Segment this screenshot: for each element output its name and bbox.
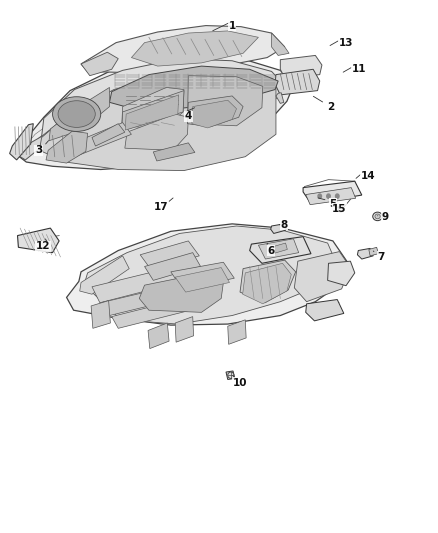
Polygon shape bbox=[306, 188, 356, 205]
Text: 8: 8 bbox=[280, 220, 287, 230]
Circle shape bbox=[327, 194, 330, 198]
Polygon shape bbox=[112, 298, 191, 328]
Text: 2: 2 bbox=[327, 102, 334, 111]
Text: 6: 6 bbox=[267, 246, 274, 255]
Polygon shape bbox=[306, 300, 344, 321]
Polygon shape bbox=[122, 91, 184, 131]
Polygon shape bbox=[175, 268, 230, 292]
Text: 11: 11 bbox=[352, 64, 367, 74]
Polygon shape bbox=[250, 237, 311, 263]
Polygon shape bbox=[240, 260, 296, 303]
Polygon shape bbox=[175, 317, 194, 342]
Text: 5: 5 bbox=[329, 199, 336, 208]
Text: 9: 9 bbox=[382, 213, 389, 222]
Polygon shape bbox=[39, 74, 276, 171]
Polygon shape bbox=[125, 95, 179, 130]
Text: 17: 17 bbox=[154, 202, 169, 212]
Polygon shape bbox=[275, 69, 320, 95]
Polygon shape bbox=[303, 181, 362, 204]
Ellipse shape bbox=[375, 214, 380, 219]
Ellipse shape bbox=[228, 372, 234, 378]
Ellipse shape bbox=[373, 212, 382, 221]
Polygon shape bbox=[192, 100, 237, 128]
Polygon shape bbox=[80, 256, 129, 294]
Polygon shape bbox=[369, 247, 378, 256]
Circle shape bbox=[338, 206, 343, 212]
Polygon shape bbox=[49, 87, 110, 141]
Polygon shape bbox=[84, 226, 336, 324]
Polygon shape bbox=[148, 323, 169, 349]
Polygon shape bbox=[92, 268, 179, 303]
Polygon shape bbox=[280, 55, 322, 78]
Polygon shape bbox=[258, 239, 299, 259]
Polygon shape bbox=[81, 52, 118, 76]
Polygon shape bbox=[153, 143, 195, 161]
Polygon shape bbox=[101, 284, 188, 316]
Polygon shape bbox=[92, 124, 125, 146]
Polygon shape bbox=[91, 301, 110, 328]
Polygon shape bbox=[171, 262, 234, 289]
Polygon shape bbox=[66, 123, 131, 158]
Polygon shape bbox=[110, 66, 278, 112]
Ellipse shape bbox=[58, 101, 95, 127]
Polygon shape bbox=[271, 243, 287, 254]
Polygon shape bbox=[131, 31, 258, 66]
Polygon shape bbox=[243, 263, 291, 304]
Polygon shape bbox=[328, 261, 355, 286]
Polygon shape bbox=[67, 224, 348, 325]
Polygon shape bbox=[226, 371, 235, 379]
Polygon shape bbox=[18, 228, 59, 253]
Text: 15: 15 bbox=[332, 204, 347, 214]
Polygon shape bbox=[139, 272, 223, 312]
Text: 12: 12 bbox=[35, 241, 50, 251]
Polygon shape bbox=[17, 117, 68, 160]
Polygon shape bbox=[122, 87, 184, 129]
Polygon shape bbox=[140, 241, 199, 270]
Polygon shape bbox=[187, 76, 263, 126]
Text: 10: 10 bbox=[233, 378, 247, 387]
Polygon shape bbox=[187, 96, 243, 127]
Polygon shape bbox=[272, 33, 289, 55]
Text: 13: 13 bbox=[339, 38, 353, 47]
Circle shape bbox=[318, 194, 321, 198]
Polygon shape bbox=[81, 26, 285, 74]
Text: 4: 4 bbox=[185, 111, 192, 121]
Text: 1: 1 bbox=[229, 21, 236, 30]
Text: 7: 7 bbox=[378, 252, 385, 262]
Polygon shape bbox=[294, 252, 350, 302]
Ellipse shape bbox=[53, 96, 101, 131]
Text: 3: 3 bbox=[35, 146, 42, 155]
Polygon shape bbox=[46, 131, 88, 163]
Polygon shape bbox=[271, 224, 286, 233]
Polygon shape bbox=[145, 253, 201, 280]
Polygon shape bbox=[17, 58, 293, 169]
Polygon shape bbox=[228, 320, 246, 344]
Text: 14: 14 bbox=[360, 171, 375, 181]
Polygon shape bbox=[276, 93, 284, 103]
Polygon shape bbox=[125, 114, 188, 150]
Circle shape bbox=[336, 194, 339, 198]
Polygon shape bbox=[42, 59, 285, 147]
Polygon shape bbox=[357, 248, 373, 259]
Polygon shape bbox=[10, 124, 33, 160]
